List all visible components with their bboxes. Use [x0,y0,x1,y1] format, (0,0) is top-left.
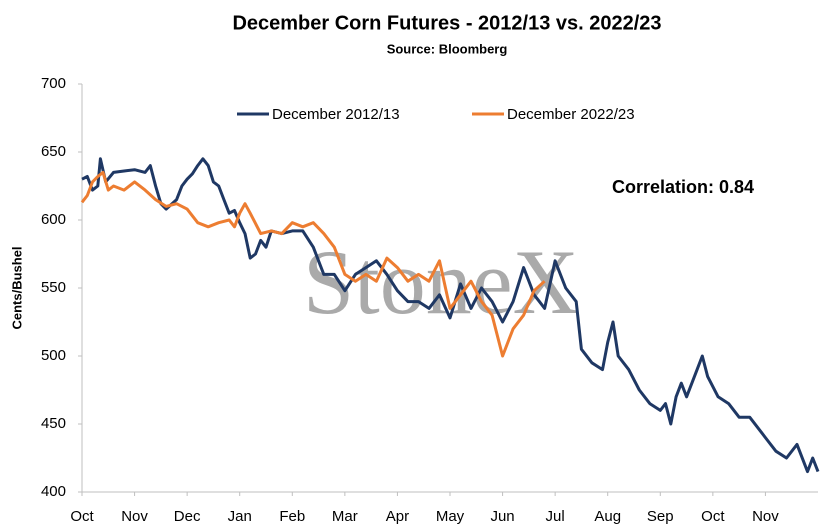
chart-subtitle: Source: Bloomberg [387,41,508,56]
x-tick-label: Mar [332,508,358,525]
x-tick-label: May [436,508,465,525]
annotation: Correlation: 0.84 [612,177,754,197]
x-tick-label: Oct [70,508,94,525]
y-tick-label: 550 [41,279,66,296]
y-tick-label: 450 [41,415,66,432]
x-tick-label: Apr [386,508,409,525]
x-tick-label: Nov [121,508,148,525]
series-line [81,157,820,474]
legend-label: December 2022/23 [507,106,635,123]
y-tick-label: 600 [41,211,66,228]
x-tick-label: Feb [279,508,305,525]
x-tick-label: Sep [647,508,674,525]
series-line [80,170,546,358]
y-axis-label: Cents/Bushel [9,246,24,329]
x-tick-label: Nov [752,508,779,525]
y-tick-label: 650 [41,143,66,160]
y-tick-label: 700 [41,75,66,92]
y-tick-label: 400 [41,483,66,500]
y-tick-label: 500 [41,347,66,364]
legend-label: December 2012/13 [272,106,400,123]
chart-title: December Corn Futures - 2012/13 vs. 2022… [232,12,661,34]
x-tick-label: Aug [594,508,621,525]
x-tick-label: Dec [174,508,201,525]
watermark: StoneX [303,231,579,333]
x-tick-label: Jul [546,508,565,525]
x-tick-label: Jan [228,508,252,525]
x-tick-label: Jun [490,508,514,525]
x-tick-label: Oct [701,508,725,525]
